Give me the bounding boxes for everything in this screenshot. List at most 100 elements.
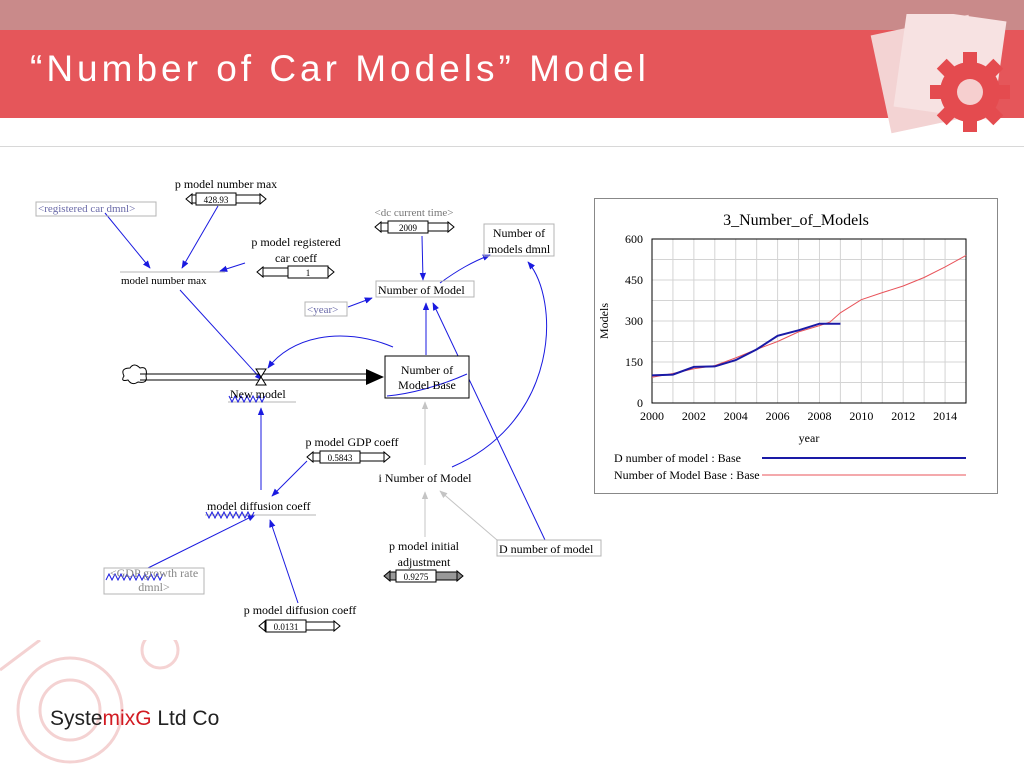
p-model-gdp-coeff-slider[interactable]: 0.5843: [306, 450, 391, 464]
chart-title: 3_Number_of_Models: [723, 212, 869, 229]
chart-x-axis-label: year: [799, 431, 820, 445]
valve-icon: [255, 368, 267, 386]
i-number-of-model-label: i Number of Model: [379, 471, 473, 485]
flow-arrowhead-icon: [366, 369, 384, 385]
p-model-diffusion-coeff-value: 0.0131: [274, 622, 299, 632]
header-divider: [0, 118, 1024, 147]
registered-car-box: [35, 201, 157, 217]
d-number-of-model-box: [496, 539, 602, 557]
link-d-number-to-number: [432, 302, 546, 541]
x-tick-label: 2008: [807, 409, 831, 423]
source-cloud-icon: [122, 364, 147, 385]
brand-part-2: mix: [102, 707, 136, 730]
chart-y-axis-label: Models: [597, 303, 611, 339]
link-gdp-coeff-to-diffusion: [271, 460, 308, 497]
page-title: “Number of Car Models” Model: [30, 48, 650, 89]
chart-plot-area: [651, 238, 967, 404]
p-model-registered-label-1: p model registered: [251, 235, 340, 249]
link-registered-coeff-to-max: [219, 262, 246, 272]
dc-current-time-value: 2009: [399, 223, 418, 233]
legend-entry-label: D number of model : Base: [614, 451, 741, 465]
chart-grid: [652, 239, 966, 403]
number-of-model-label: Number of Model: [378, 283, 465, 297]
causal-links: [104, 205, 548, 604]
series-line-d-number-of-model: [651, 322, 841, 377]
chart-series-group: [651, 254, 967, 378]
new-model-label: New model: [230, 387, 286, 401]
chart-y-ticks: 0 150 300 450 600: [625, 232, 643, 410]
p-model-number-max-label: p model number max: [175, 177, 277, 191]
number-of-model-box: [375, 280, 475, 298]
p-model-gdp-coeff-label: p model GDP coeff: [306, 435, 399, 449]
link-i-number-to-dmnl: [451, 261, 548, 468]
link-registered-car-to-max: [104, 212, 151, 269]
dc-current-time-label: <dc current time>: [375, 207, 454, 219]
gdp-growth-rate-label-1: <GDP growth rate: [110, 566, 198, 580]
gdp-growth-pattern: [105, 572, 164, 582]
p-model-initial-slider[interactable]: 0.9275: [383, 569, 464, 583]
link-current-time-to-number: [419, 235, 427, 281]
x-tick-label: 2000: [640, 409, 664, 423]
p-model-registered-value: 1: [306, 268, 311, 278]
header-top-band: [0, 0, 1024, 30]
link-d-number-to-i: [439, 490, 498, 541]
chart-x-ticks: 2000 2002 2004 2006 2008 2010 2012 2014: [640, 409, 957, 423]
x-tick-label: 2014: [933, 409, 957, 423]
x-tick-label: 2012: [891, 409, 915, 423]
p-model-registered-slider[interactable]: 1: [256, 265, 335, 279]
p-model-diffusion-coeff-label: p model diffusion coeff: [244, 603, 357, 617]
link-pmax-to-max: [181, 205, 219, 269]
y-tick-label: 450: [625, 273, 643, 287]
stock-number-of-model-base: [384, 355, 470, 399]
number-of-models-dmnl-label-2: models dmnl: [488, 242, 551, 256]
new-model-pattern: [228, 394, 266, 404]
x-tick-label: 2006: [766, 409, 790, 423]
year-label: <year>: [307, 304, 338, 316]
dc-current-time-slider[interactable]: 2009: [374, 220, 455, 234]
models-chart: 3_Number_of_Models 2000 2002 2004 2006 2008 2…: [594, 198, 998, 494]
year-box: [304, 301, 348, 317]
p-model-registered-label-2: car coeff: [275, 251, 317, 265]
link-pdiffusion-to-diffusion: [269, 519, 299, 604]
brand-part-3: G: [135, 707, 152, 730]
link-base-to-new-model: [267, 335, 394, 369]
p-model-initial-value: 0.9275: [404, 572, 429, 582]
stock-flow-diagram: Number of Model Base <registered car dmn…: [35, 177, 602, 633]
link-max-to-new-model: [179, 289, 263, 381]
initial-links: [421, 401, 498, 541]
y-tick-label: 300: [625, 314, 643, 328]
gear-icon: [930, 52, 1010, 132]
flow-new-model: [122, 364, 384, 386]
stock-label-line-2: Model Base: [398, 378, 456, 392]
p-model-initial-label-2: adjustment: [398, 555, 451, 569]
link-gdp-growth-to-diffusion: [147, 514, 256, 569]
footer-gear-watermark: [0, 640, 180, 764]
stock-label-line-1: Number of: [401, 363, 453, 377]
p-model-number-max-value: 428.93: [204, 195, 229, 205]
p-model-diffusion-coeff-slider[interactable]: 0.0131: [258, 619, 341, 633]
chart-frame: [594, 198, 998, 494]
link-number-to-dmnl: [439, 254, 491, 284]
company-brand: SystemixG Ltd Co: [50, 707, 219, 731]
header-bar: [0, 30, 1024, 118]
x-tick-label: 2010: [849, 409, 873, 423]
y-tick-label: 150: [625, 355, 643, 369]
brand-part-1: Syste: [50, 707, 103, 730]
gdp-growth-rate-label-2: dmnl>: [138, 580, 170, 594]
y-tick-label: 600: [625, 232, 643, 246]
chart-legend: D number of model : Base Number of Model …: [614, 451, 966, 482]
header-decoration: [870, 14, 1010, 134]
legend-entry-label: Number of Model Base : Base: [614, 468, 760, 482]
p-model-number-max-slider[interactable]: 428.93: [185, 192, 267, 206]
y-tick-label: 0: [637, 396, 643, 410]
link-year-to-number: [347, 297, 373, 308]
gdp-growth-rate-box: [103, 567, 205, 595]
x-tick-label: 2004: [724, 409, 748, 423]
model-number-max-label: model number max: [121, 275, 207, 287]
p-model-gdp-coeff-value: 0.5843: [328, 453, 353, 463]
diffusion-pattern: [205, 510, 255, 520]
registered-car-label: <registered car dmnl>: [38, 203, 135, 215]
p-model-initial-label-1: p model initial: [389, 539, 460, 553]
model-diffusion-coeff-label: model diffusion coeff: [207, 499, 311, 513]
brand-part-4: Ltd Co: [151, 707, 220, 730]
